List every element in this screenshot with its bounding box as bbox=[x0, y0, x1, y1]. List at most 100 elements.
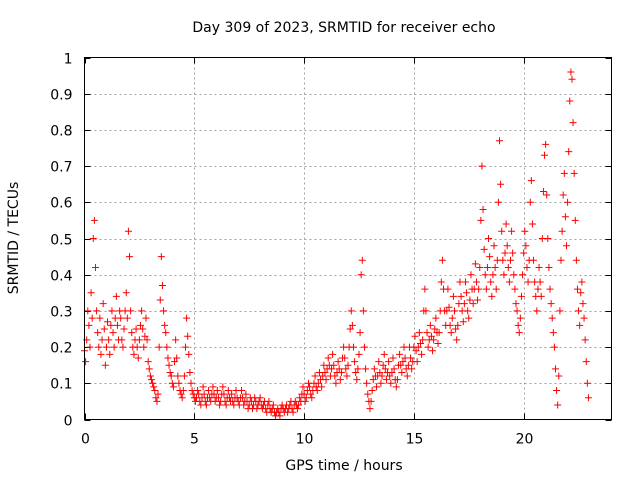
data-point bbox=[141, 332, 149, 340]
data-point bbox=[194, 387, 202, 395]
data-point bbox=[537, 292, 545, 300]
data-point bbox=[171, 358, 179, 366]
x-tick-label: 0 bbox=[81, 432, 90, 448]
data-point bbox=[347, 307, 355, 315]
data-point bbox=[535, 263, 543, 271]
data-point bbox=[546, 285, 554, 293]
data-point bbox=[527, 177, 535, 185]
data-point bbox=[157, 253, 165, 261]
data-point bbox=[446, 321, 454, 329]
data-point bbox=[511, 285, 519, 293]
data-point bbox=[166, 368, 174, 376]
data-point bbox=[448, 314, 456, 322]
data-point bbox=[485, 235, 493, 242]
data-point bbox=[178, 394, 186, 402]
data-point bbox=[481, 271, 489, 279]
data-point bbox=[566, 97, 574, 105]
data-point bbox=[220, 390, 228, 398]
data-point bbox=[88, 314, 96, 322]
data-point bbox=[520, 249, 528, 257]
data-point bbox=[499, 256, 507, 264]
data-point bbox=[450, 307, 458, 315]
data-point bbox=[426, 321, 434, 329]
data-point bbox=[300, 390, 308, 398]
data-point bbox=[413, 358, 421, 366]
data-point bbox=[109, 329, 117, 337]
data-point bbox=[348, 321, 356, 329]
data-point bbox=[393, 376, 401, 384]
data-point bbox=[357, 271, 365, 279]
data-point bbox=[130, 350, 138, 358]
data-point bbox=[457, 292, 465, 300]
data-point bbox=[390, 365, 398, 373]
data-point bbox=[90, 216, 98, 224]
data-point bbox=[162, 329, 170, 337]
chart-title: Day 309 of 2023, SRMTID for receiver ech… bbox=[192, 20, 495, 36]
data-point bbox=[319, 372, 327, 380]
data-point bbox=[539, 187, 547, 195]
data-point bbox=[177, 390, 185, 398]
data-point bbox=[487, 278, 495, 286]
data-point bbox=[179, 387, 187, 395]
data-point bbox=[570, 169, 578, 177]
x-axis: 0 5 10 15 20 bbox=[81, 57, 534, 448]
data-point bbox=[534, 285, 542, 293]
data-point bbox=[482, 285, 490, 293]
data-point bbox=[501, 249, 509, 257]
data-point bbox=[362, 365, 370, 373]
data-point bbox=[368, 387, 376, 395]
data-point bbox=[295, 401, 303, 409]
data-point bbox=[561, 213, 569, 221]
data-point bbox=[452, 325, 460, 333]
data-point bbox=[548, 314, 556, 322]
data-point bbox=[552, 365, 560, 373]
data-point bbox=[427, 332, 435, 340]
data-point bbox=[498, 227, 506, 235]
x-tick-label: 20 bbox=[516, 432, 534, 448]
data-point bbox=[474, 296, 482, 304]
data-point bbox=[105, 336, 113, 344]
data-point bbox=[214, 394, 222, 402]
data-point bbox=[344, 361, 352, 369]
data-point bbox=[467, 271, 475, 279]
data-point bbox=[419, 336, 427, 344]
data-point bbox=[387, 379, 395, 387]
data-point bbox=[359, 307, 367, 315]
data-point bbox=[200, 390, 208, 398]
data-point bbox=[488, 292, 496, 300]
data-point bbox=[378, 372, 386, 380]
data-point bbox=[398, 368, 406, 376]
data-point bbox=[108, 307, 116, 315]
data-point bbox=[146, 372, 154, 380]
data-point bbox=[367, 397, 375, 405]
x-axis-label: GPS time / hours bbox=[285, 458, 402, 474]
data-point bbox=[180, 372, 188, 380]
data-point bbox=[422, 307, 430, 315]
data-point bbox=[161, 321, 169, 329]
data-point bbox=[431, 325, 439, 333]
data-point bbox=[515, 329, 523, 337]
data-point bbox=[486, 253, 494, 261]
data-point bbox=[332, 379, 340, 387]
data-point bbox=[423, 329, 431, 337]
data-point bbox=[147, 376, 155, 384]
data-point bbox=[346, 325, 354, 333]
data-point bbox=[494, 198, 502, 206]
data-point bbox=[471, 260, 479, 268]
data-point bbox=[127, 307, 135, 315]
data-point bbox=[151, 387, 159, 395]
data-point bbox=[132, 325, 140, 333]
data-point bbox=[572, 256, 580, 264]
data-point bbox=[356, 329, 364, 337]
data-point bbox=[118, 336, 126, 344]
data-point bbox=[269, 401, 277, 409]
data-point bbox=[102, 343, 110, 351]
data-point bbox=[324, 354, 332, 362]
data-point bbox=[496, 137, 504, 145]
data-point bbox=[524, 278, 532, 286]
y-tick-label: 0.2 bbox=[50, 341, 72, 357]
data-point bbox=[443, 307, 451, 315]
data-point bbox=[173, 354, 181, 362]
y-tick-label: 0.9 bbox=[50, 88, 72, 104]
data-point bbox=[104, 318, 112, 326]
